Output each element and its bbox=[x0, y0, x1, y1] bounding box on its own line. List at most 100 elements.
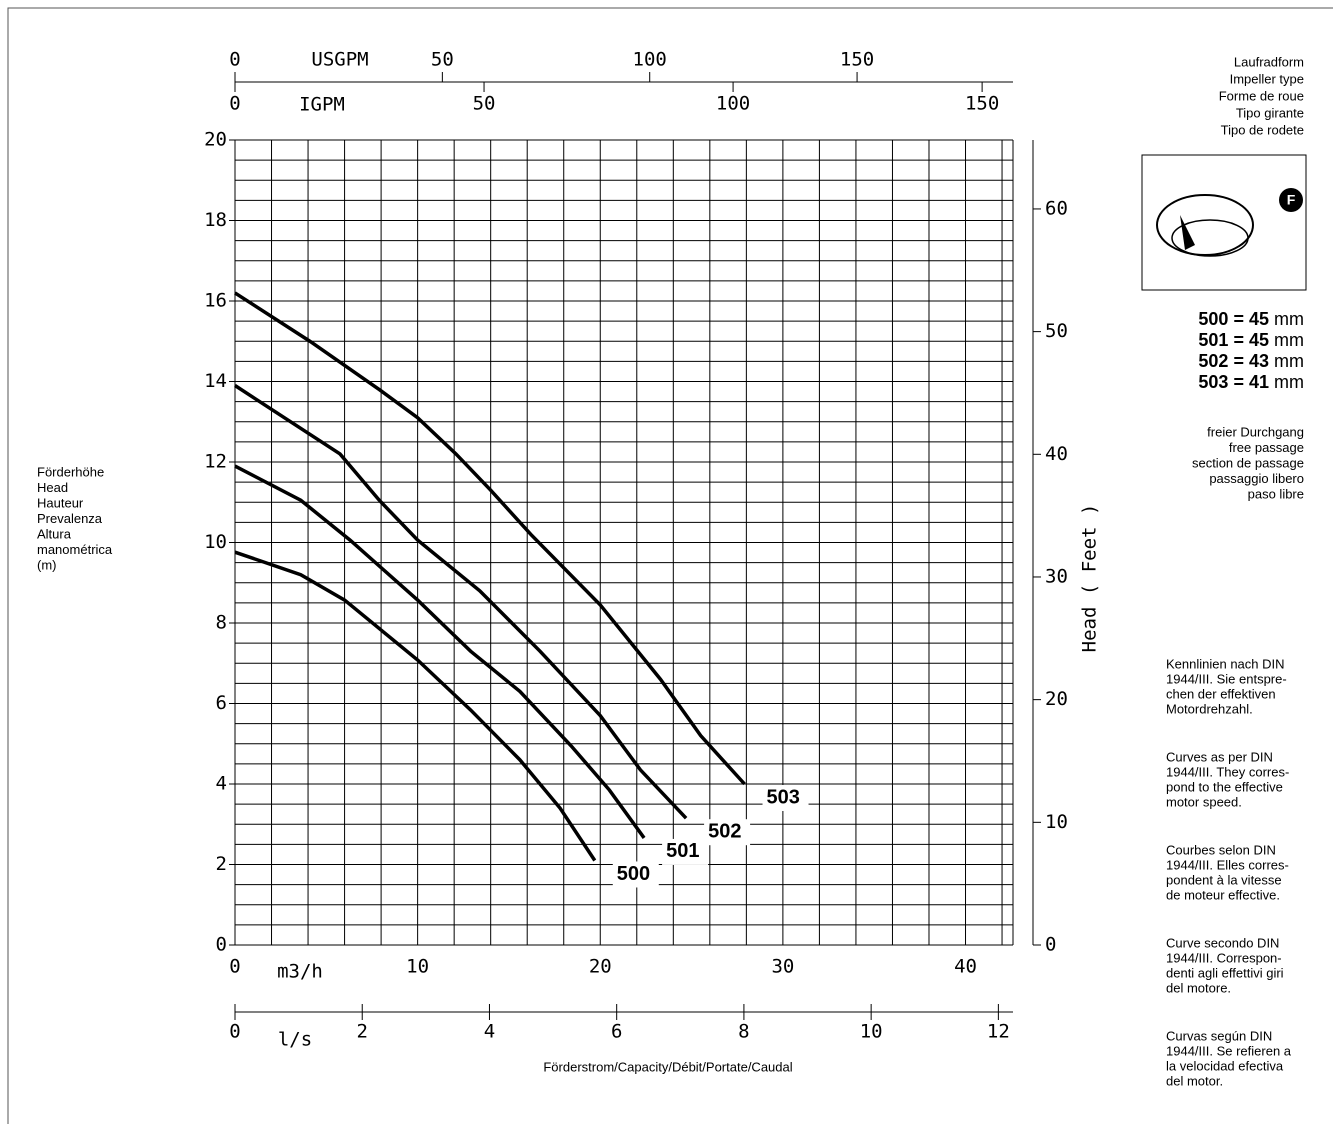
curve-label: 502 bbox=[708, 820, 741, 842]
note-line: Curvas según DIN bbox=[1166, 1028, 1272, 1043]
impeller-size: 501 = 45 mm bbox=[1198, 330, 1304, 350]
usgpm-tick-label: 100 bbox=[633, 49, 667, 71]
y-tick-label: 10 bbox=[204, 531, 227, 553]
y2-tick-label: 10 bbox=[1045, 811, 1068, 833]
passage-label: freier Durchgang bbox=[1207, 424, 1304, 439]
curve bbox=[234, 464, 646, 839]
y-tick-label: 12 bbox=[204, 451, 227, 473]
curve-label: 501 bbox=[666, 840, 699, 862]
impeller-type-label: Tipo girante bbox=[1236, 105, 1304, 120]
y-axis-title: (m) bbox=[37, 557, 57, 572]
x-axis-title: m3/h bbox=[277, 961, 323, 983]
impeller-shape bbox=[1156, 194, 1254, 256]
usgpm-tick-label: 150 bbox=[840, 49, 874, 71]
y-tick-label: 0 bbox=[216, 934, 227, 956]
igpm-tick-label: 150 bbox=[965, 93, 999, 115]
impeller-size: 500 = 45 mm bbox=[1198, 309, 1304, 329]
note-line: pondent à la vitesse bbox=[1166, 872, 1282, 887]
igpm-tick-label: 0 bbox=[229, 93, 240, 115]
note-line: pond to the effective bbox=[1166, 779, 1283, 794]
x-tick-label: 30 bbox=[771, 956, 794, 978]
curve-label-bg bbox=[662, 838, 709, 865]
y-tick-label: 4 bbox=[216, 773, 227, 795]
impeller-size-unit: mm bbox=[1274, 309, 1304, 329]
igpm-tick-label: 100 bbox=[716, 93, 750, 115]
ls-tick-label: 8 bbox=[738, 1021, 749, 1043]
passage-label: free passage bbox=[1229, 440, 1304, 455]
curve-label: 500 bbox=[617, 863, 650, 885]
impeller-size-model: 500 = 45 bbox=[1198, 309, 1269, 329]
y2-tick-label: 20 bbox=[1045, 688, 1068, 710]
note-line: 1944/III. Elles corres- bbox=[1166, 857, 1289, 872]
note-line: la velocidad efectiva bbox=[1166, 1058, 1284, 1073]
y-axis-title: manométrica bbox=[37, 542, 113, 557]
ls-tick-label: 10 bbox=[860, 1021, 883, 1043]
impeller-shape bbox=[1171, 219, 1249, 257]
note-line: chen der effektiven bbox=[1166, 686, 1276, 701]
note-line: denti agli effettivi giri bbox=[1166, 965, 1284, 980]
impeller-type-label: Laufradform bbox=[1234, 54, 1304, 69]
y-tick-label: 6 bbox=[216, 692, 227, 714]
impeller-badge-label: F bbox=[1287, 192, 1296, 208]
ls-tick-label: 12 bbox=[987, 1021, 1010, 1043]
x-tick-label: 40 bbox=[954, 956, 977, 978]
y-axis-title: Prevalenza bbox=[37, 511, 103, 526]
usgpm-axis-title: USGPM bbox=[311, 49, 368, 71]
note-line: motor speed. bbox=[1166, 794, 1242, 809]
y2-tick-label: 40 bbox=[1045, 443, 1068, 465]
impeller-size-model: 501 = 45 bbox=[1198, 330, 1269, 350]
x-tick-label: 0 bbox=[229, 956, 240, 978]
impeller-type-label: Forme de roue bbox=[1219, 88, 1304, 103]
note-line: Kennlinien nach DIN bbox=[1166, 656, 1285, 671]
note-line: Curves as per DIN bbox=[1166, 749, 1273, 764]
impeller-size-model: 502 = 43 bbox=[1198, 351, 1269, 371]
note-line: 1944/III. Sie entspre- bbox=[1166, 671, 1287, 686]
impeller-type-label: Impeller type bbox=[1230, 71, 1304, 86]
impeller-size: 503 = 41 mm bbox=[1198, 372, 1304, 392]
x-tick-label: 10 bbox=[406, 956, 429, 978]
x-tick-label: 20 bbox=[589, 956, 612, 978]
ls-axis-title: l/s bbox=[278, 1029, 312, 1051]
y2-tick-label: 60 bbox=[1045, 197, 1068, 219]
note-line: Courbes selon DIN bbox=[1166, 842, 1276, 857]
y-axis-title: Head bbox=[37, 480, 68, 495]
curve bbox=[234, 291, 746, 786]
y2-tick-label: 50 bbox=[1045, 320, 1068, 342]
impeller-size-unit: mm bbox=[1274, 330, 1304, 350]
y2-tick-label: 30 bbox=[1045, 565, 1068, 587]
impeller-drawing: F bbox=[1141, 154, 1307, 291]
x-caption: Förderstrom/Capacity/Débit/Portate/Cauda… bbox=[543, 1059, 792, 1074]
impeller-size-unit: mm bbox=[1274, 372, 1304, 392]
y-tick-label: 16 bbox=[204, 290, 227, 312]
ls-tick-label: 6 bbox=[611, 1021, 622, 1043]
ls-tick-label: 2 bbox=[357, 1021, 368, 1043]
y-axis-title: Hauteur bbox=[37, 495, 84, 510]
passage-label: passaggio libero bbox=[1209, 471, 1304, 486]
impeller-type-label: Tipo de rodete bbox=[1221, 122, 1304, 137]
note-line: Curve secondo DIN bbox=[1166, 935, 1279, 950]
y-axis-title: Förderhöhe bbox=[37, 464, 104, 479]
note-line: del motore. bbox=[1166, 980, 1231, 995]
impeller-size-unit: mm bbox=[1274, 351, 1304, 371]
curve-label: 503 bbox=[767, 786, 800, 808]
ls-tick-label: 0 bbox=[229, 1021, 240, 1043]
curve bbox=[234, 384, 688, 820]
igpm-axis-title: IGPM bbox=[299, 94, 345, 116]
note-line: Motordrehzahl. bbox=[1166, 701, 1253, 716]
usgpm-tick-label: 50 bbox=[431, 49, 454, 71]
curve-label-bg bbox=[704, 819, 751, 846]
y-tick-label: 14 bbox=[204, 370, 227, 392]
curve-label-bg bbox=[612, 861, 659, 888]
usgpm-tick-label: 0 bbox=[229, 49, 240, 71]
passage-label: paso libre bbox=[1248, 486, 1304, 501]
igpm-tick-label: 50 bbox=[473, 93, 496, 115]
note-line: 1944/III. Se refieren a bbox=[1166, 1043, 1292, 1058]
y2-axis-title: Head ( Feet ) bbox=[1079, 504, 1101, 653]
y-tick-label: 8 bbox=[216, 612, 227, 634]
impeller-box bbox=[1141, 154, 1307, 291]
note-line: del motor. bbox=[1166, 1073, 1223, 1088]
y-axis-title: Altura bbox=[37, 526, 72, 541]
note-line: 1944/III. They corres- bbox=[1166, 764, 1289, 779]
curve-label-bg bbox=[762, 785, 809, 811]
